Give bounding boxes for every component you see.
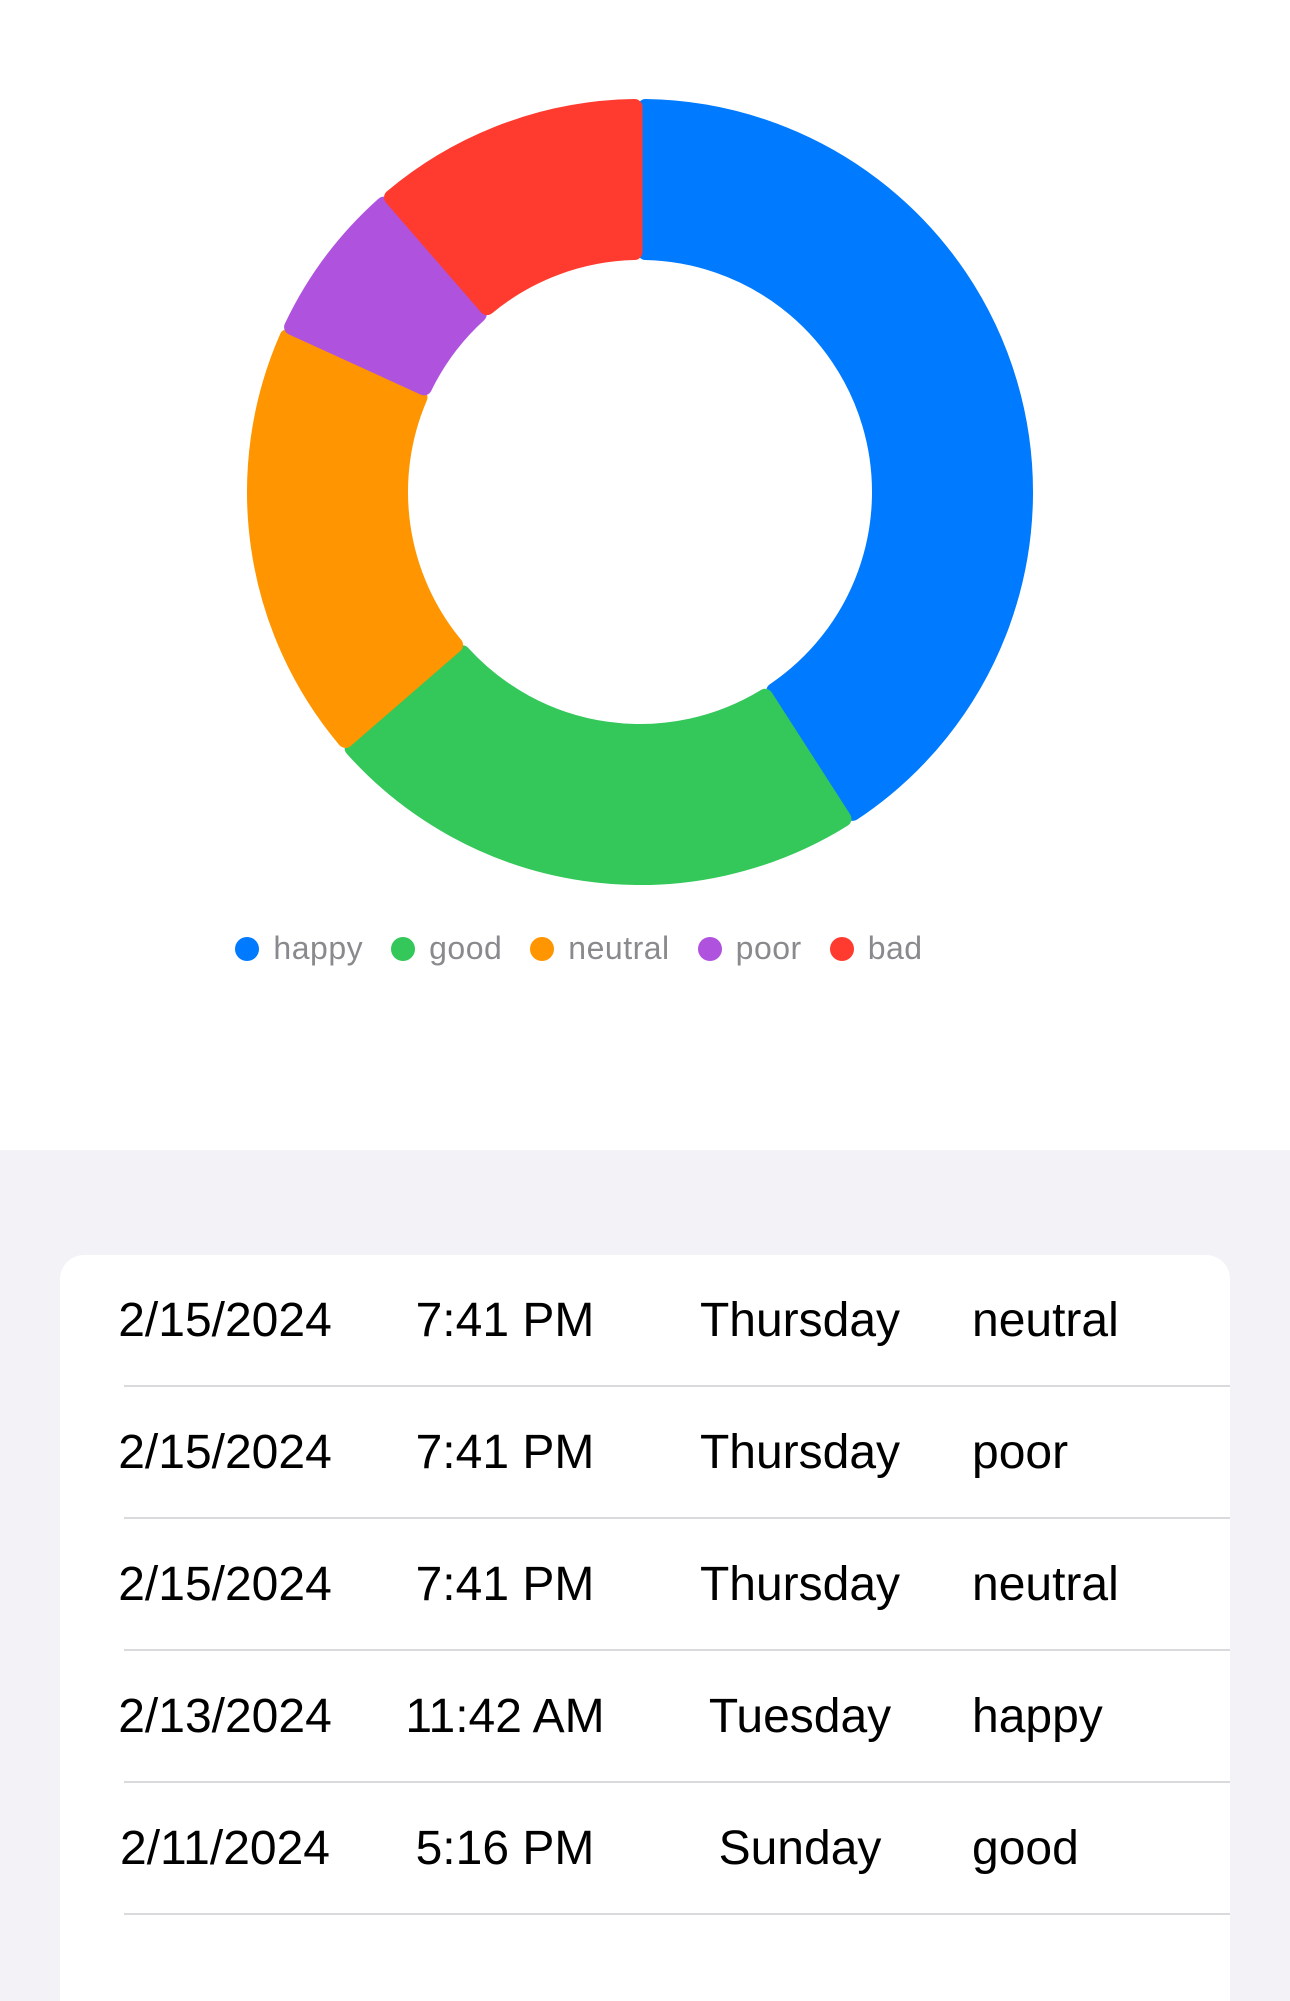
list-item[interactable]: 2/15/2024 7:41 PM Thursday neutral [60,1255,1230,1387]
entry-day: Tuesday [708,1690,892,1743]
legend-item-good: good [391,930,502,967]
mood-history-list[interactable]: 2/15/2024 7:41 PM Thursday neutral 2/15/… [60,1255,1230,2001]
entry-day: Thursday [699,1294,901,1347]
row-divider [124,1781,1230,1783]
legend-label-bad: bad [867,930,923,966]
entry-time: 11:42 AM [405,1690,605,1743]
entry-mood: poor [972,1426,1069,1479]
legend-label-neutral: neutral [568,930,670,966]
list-item[interactable]: 2/11/2024 5:16 PM Sunday good [60,1783,1230,1915]
mood-donut-chart [247,99,1033,885]
entry-date: 2/15/2024 [118,1426,332,1479]
slice-bad [384,99,643,316]
legend-item-happy: happy [235,930,363,967]
legend-item-neutral: neutral [530,930,669,967]
legend-item-poor: poor [697,930,802,967]
chart-legend: happy good neutral poor bad [0,930,1224,967]
list-item[interactable]: 2/13/2024 11:42 AM Tuesday happy [60,1651,1230,1783]
legend-dot-poor [697,936,722,961]
entry-mood: happy [972,1690,1103,1743]
entry-mood: neutral [972,1558,1119,1611]
slice-good [344,645,852,885]
mood-chart-section: happy good neutral poor bad [0,99,1224,967]
list-item[interactable]: 2/15/2024 7:41 PM Thursday neutral [60,1519,1230,1651]
row-divider [124,1649,1230,1651]
row-divider [124,1385,1230,1387]
entry-date: 2/15/2024 [118,1558,332,1611]
entry-mood: good [972,1822,1079,1875]
legend-dot-happy [235,936,260,961]
entry-day: Thursday [699,1558,901,1611]
legend-label-poor: poor [735,930,802,966]
legend-label-happy: happy [273,930,364,966]
entry-day: Sunday [718,1822,882,1875]
legend-item-bad: bad [829,930,923,967]
entry-time: 7:41 PM [415,1558,595,1611]
entry-time: 7:41 PM [415,1426,595,1479]
legend-dot-neutral [530,936,555,961]
entry-mood: neutral [972,1294,1119,1347]
legend-label-good: good [429,930,503,966]
row-divider [124,1517,1230,1519]
entry-time: 7:41 PM [415,1294,595,1347]
entry-day: Thursday [699,1426,901,1479]
mood-history-section: 2/15/2024 7:41 PM Thursday neutral 2/15/… [0,1150,1290,2001]
slice-happy [637,99,1033,821]
entry-date: 2/15/2024 [118,1294,332,1347]
entry-date: 2/13/2024 [118,1690,332,1743]
legend-dot-bad [829,936,854,961]
entry-date: 2/11/2024 [120,1822,330,1875]
entry-time: 5:16 PM [415,1822,595,1875]
row-divider [124,1913,1230,1915]
list-item[interactable]: 2/15/2024 7:41 PM Thursday poor [60,1387,1230,1519]
legend-dot-good [391,936,416,961]
slice-poor [284,196,487,396]
slice-neutral [247,329,464,748]
